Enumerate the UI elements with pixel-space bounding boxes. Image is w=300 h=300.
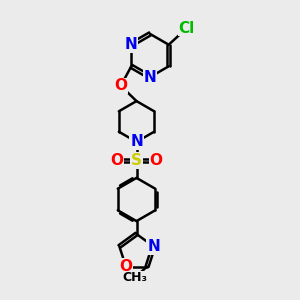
Text: N: N	[125, 37, 138, 52]
Text: N: N	[144, 70, 156, 85]
Text: O: O	[149, 153, 163, 168]
Text: O: O	[110, 153, 124, 168]
Text: O: O	[114, 78, 127, 93]
Text: N: N	[147, 239, 160, 254]
Text: CH₃: CH₃	[122, 272, 147, 284]
Text: O: O	[119, 259, 132, 274]
Text: S: S	[131, 153, 142, 168]
Text: N: N	[130, 134, 143, 149]
Text: Cl: Cl	[178, 21, 195, 36]
